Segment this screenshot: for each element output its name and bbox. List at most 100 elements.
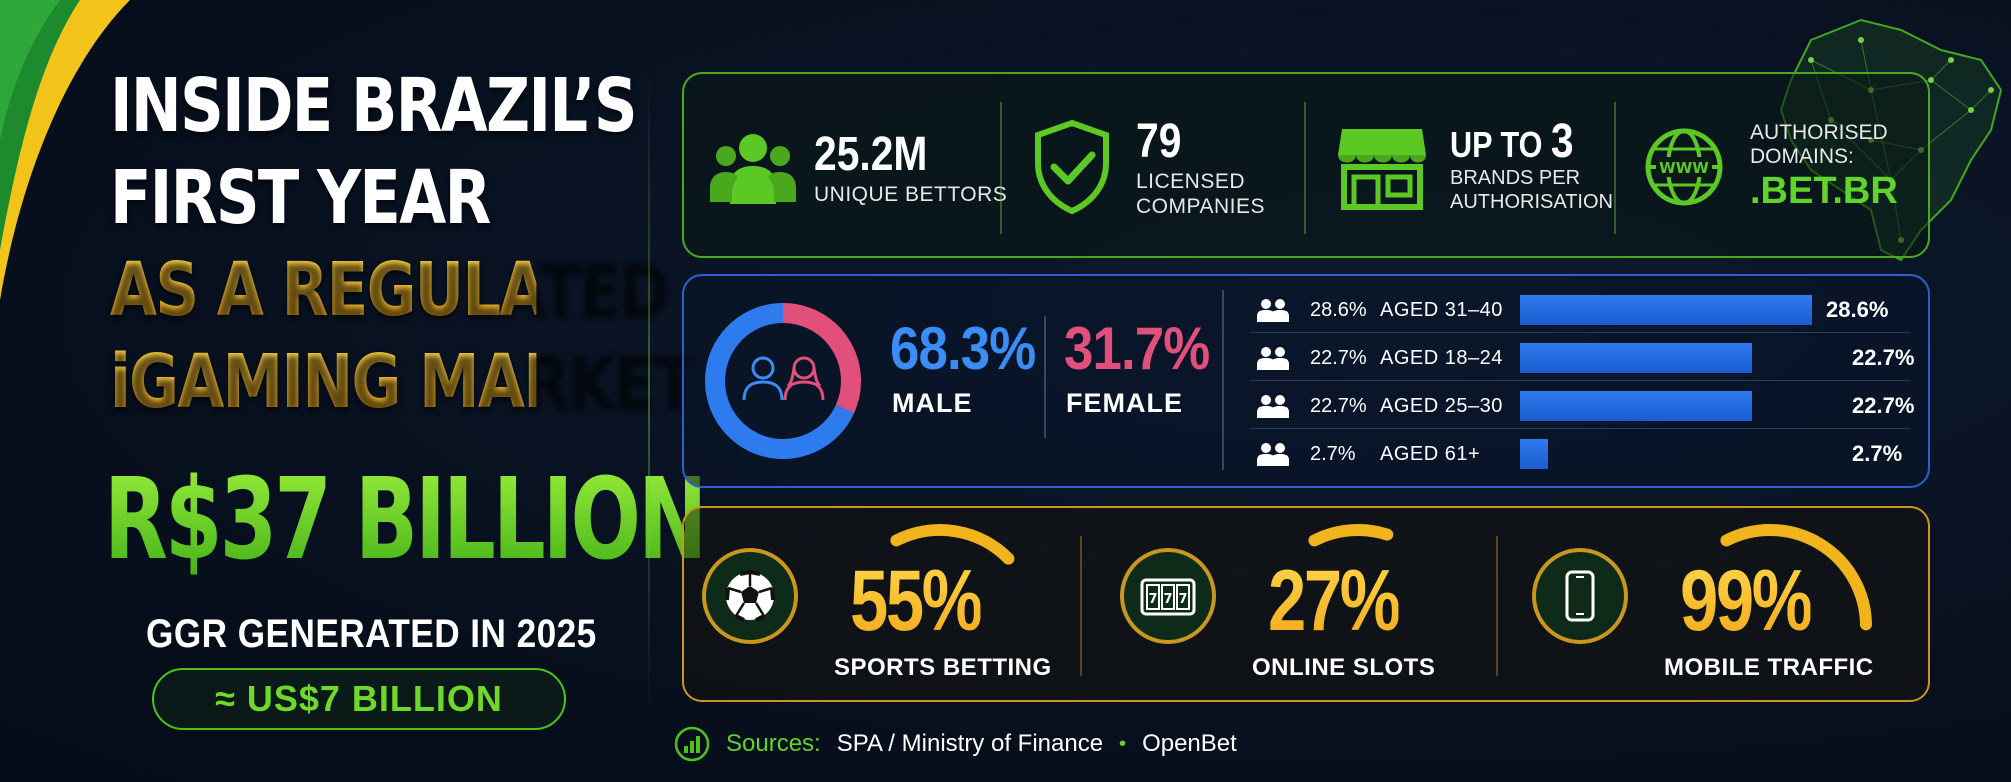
age-bar-track: 2.7% [1520,439,1902,469]
users-icon [710,134,796,204]
sources-footer: Sources: SPA / Ministry of Finance • Ope… [674,726,1237,762]
age-pct-right: 2.7% [1852,441,1903,466]
age-pct-left: 28.6% [1310,298,1367,321]
storefront-icon [1338,129,1426,210]
column-divider [648,70,650,710]
people-icon [1257,347,1289,370]
ggr-amount: R$37 BILLION [104,455,707,585]
stat-divider [1304,102,1306,234]
stat-divider [1000,102,1002,234]
age-bar [1520,439,1548,469]
brazil-flag-corner-decoration [0,0,130,300]
ggr-caption: GGR GENERATED IN 2025 [146,612,597,656]
age-row: 22.7% AGED 18–24 22.7% [1256,336,1916,380]
stat-label-line-1: AUTHORISED [1750,121,1888,144]
male-percentage: 68.3% [890,315,1036,382]
age-label: AGED 61+ [1380,442,1481,465]
age-pct-right: 22.7% [1852,393,1915,418]
people-icon [1257,299,1289,322]
headline-block: INSIDE BRAZIL’S FIRST YEAR AS A REGULATE… [110,60,695,428]
female-percentage: 31.7% [1064,315,1210,382]
female-person-icon [783,356,825,401]
vertical-label: ONLINE SLOTS [1252,654,1436,681]
stat-label-line-2: DOMAINS: [1750,145,1854,168]
age-bar [1520,295,1812,325]
key-stats-panel: 25.2M UNIQUE BETTORS 79 LICENSED COMPANI… [682,72,1930,258]
headline-line-3: AS A REGULATED [110,244,670,336]
age-pct-left: 22.7% [1310,394,1367,417]
people-icon [1257,395,1289,418]
headline-line-2: FIRST YEAR [110,155,491,241]
source-item-2: OpenBet [1142,730,1237,757]
stat-licensed-companies: 79 LICENSED COMPANIES [1034,74,1265,260]
progress-arc [1720,524,1872,631]
svg-text:7: 7 [1178,592,1187,607]
gender-divider [1044,316,1046,438]
age-label: AGED 31–40 [1380,298,1503,321]
stat-label-line-1: BRANDS PER [1450,166,1581,189]
stat-label-line-2: AUTHORISATION [1450,190,1613,213]
vertical-percentage: 55% [850,553,983,649]
donut-segment-female [782,303,861,413]
stat-value: 79 [1136,115,1182,168]
sources-label: Sources: [726,730,821,757]
vertical-percentage: 27% [1268,553,1401,649]
age-label: AGED 18–24 [1380,346,1503,369]
svg-text:7: 7 [1148,592,1157,607]
stat-authorised-domains: WWW AUTHORISED DOMAINS: .BET.BR [1644,74,1898,260]
stat-value-prefix: UP TO [1450,123,1551,165]
source-item-1: SPA / Ministry of Finance [836,730,1104,757]
svg-text:7: 7 [1163,592,1172,607]
stat-label-line-2: COMPANIES [1136,195,1265,218]
male-label: MALE [892,388,973,418]
stat-value-number: 3 [1550,114,1574,168]
headline-line-1: INSIDE BRAZIL’S [110,63,638,149]
age-pct-right: 22.7% [1852,345,1915,370]
age-pct-left: 2.7% [1310,442,1356,465]
age-label: AGED 25–30 [1380,394,1503,417]
age-section-divider [1222,290,1224,470]
age-row-separator [1250,428,1910,429]
svg-text:WWW: WWW [1659,159,1709,177]
age-bar-track: 28.6% [1520,295,1888,325]
globe-www-icon: WWW [1645,128,1723,206]
vertical-label: SPORTS BETTING [834,654,1052,681]
bar-chart-icon [674,726,710,762]
age-row: 22.7% AGED 25–30 22.7% [1256,384,1916,428]
vertical-divider [1496,536,1498,676]
age-pct-right: 28.6% [1826,297,1889,322]
source-separator: • [1119,732,1127,755]
donut-segment-male [705,303,855,459]
age-bar-track: 22.7% [1520,391,1914,421]
male-person-icon [742,356,784,401]
stat-value: 25.2M [814,127,928,181]
stat-unique-bettors: 25.2M UNIQUE BETTORS [710,74,1007,260]
stat-label: UNIQUE BETTORS [814,182,1008,206]
stat-value: UP TO 3 [1450,117,1589,166]
soccer-ball-icon [702,548,798,644]
headline-line-4: iGAMING MARKET [110,336,695,428]
progress-arc [1308,524,1394,547]
stat-brands-per-authorisation: UP TO 3 BRANDS PER AUTHORISATION [1336,74,1613,260]
vertical-divider [1080,536,1082,676]
stat-label-line-1: LICENSED [1136,170,1246,193]
people-icon [1257,443,1289,466]
shield-check-icon [1035,119,1109,215]
age-bar [1520,343,1752,373]
smartphone-icon [1532,548,1628,644]
age-row-separator [1250,332,1910,333]
stat-value-domain: .BET.BR [1750,170,1898,212]
progress-arc [890,524,1015,565]
age-row: 28.6% AGED 31–40 28.6% [1256,288,1916,332]
gender-donut-chart [705,303,861,459]
age-pct-left: 22.7% [1310,346,1367,369]
age-bar-track: 22.7% [1520,343,1914,373]
age-row: 2.7% AGED 61+ 2.7% [1256,432,1916,476]
vertical-percentage: 99% [1680,553,1813,649]
age-bar [1520,391,1752,421]
usd-equivalent-badge: ≈ US$7 BILLION [152,668,566,730]
stat-divider [1614,102,1616,234]
vertical-label: MOBILE TRAFFIC [1664,654,1874,681]
age-row-separator [1250,380,1910,381]
